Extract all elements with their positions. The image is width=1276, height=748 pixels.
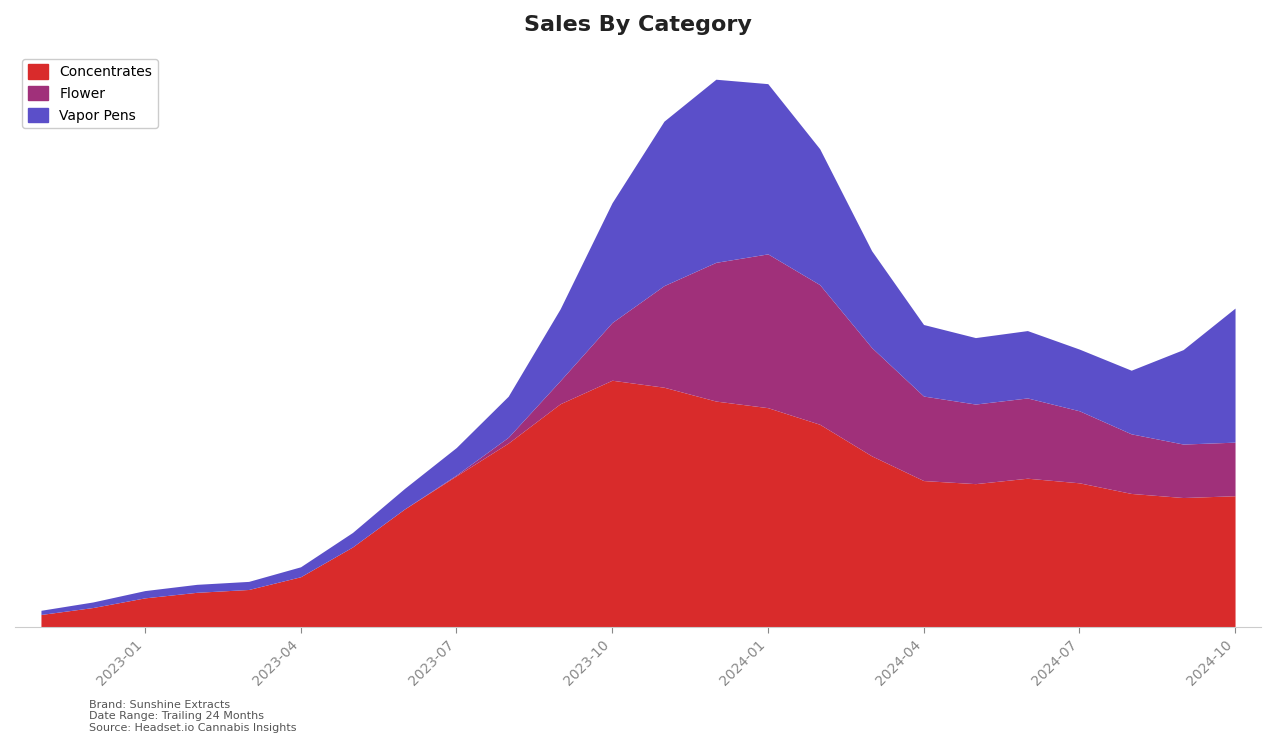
Title: Sales By Category: Sales By Category [524,15,752,35]
Text: Brand: Sunshine Extracts
Date Range: Trailing 24 Months
Source: Headset.io Canna: Brand: Sunshine Extracts Date Range: Tra… [89,700,297,733]
Legend: Concentrates, Flower, Vapor Pens: Concentrates, Flower, Vapor Pens [22,59,158,128]
